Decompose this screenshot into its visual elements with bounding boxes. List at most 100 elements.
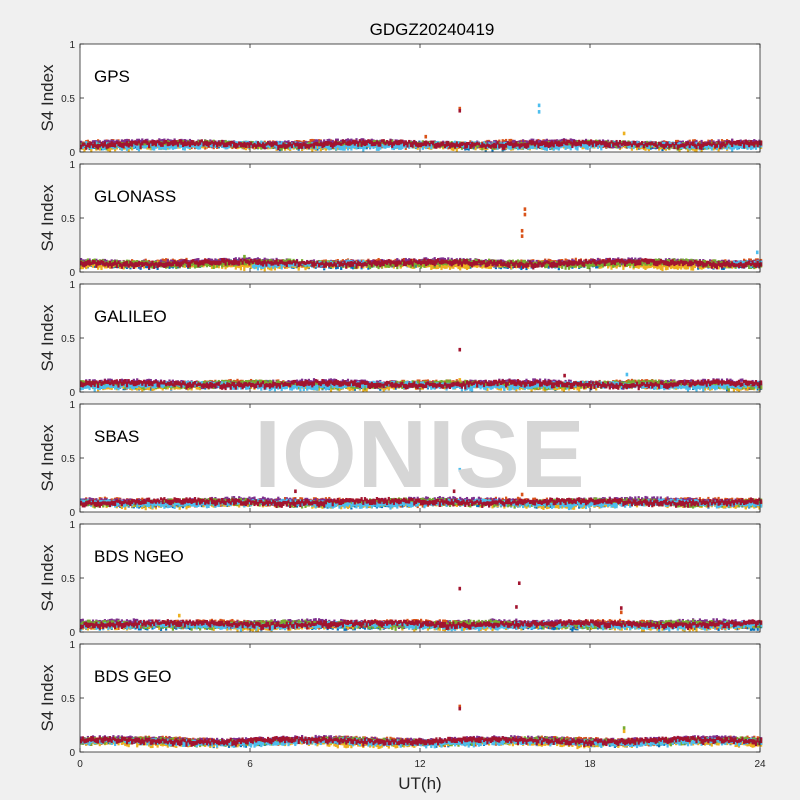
data-point <box>234 142 237 149</box>
data-point <box>386 140 389 144</box>
data-point <box>367 143 370 147</box>
data-point <box>91 264 95 268</box>
data-point <box>197 144 200 150</box>
data-point <box>445 263 448 269</box>
data-point <box>112 262 115 266</box>
data-point <box>98 261 101 266</box>
data-point <box>668 140 671 147</box>
data-point <box>443 143 446 149</box>
data-point <box>166 259 169 265</box>
data-point <box>214 142 217 149</box>
data-point <box>161 262 164 268</box>
data-point <box>639 257 642 262</box>
data-point <box>651 262 654 268</box>
data-point <box>394 140 397 145</box>
data-point <box>380 143 384 147</box>
data-point <box>284 143 287 150</box>
data-point <box>712 141 715 146</box>
data-point <box>498 143 501 149</box>
data-point <box>680 263 683 270</box>
data-point <box>207 141 210 148</box>
data-point <box>353 143 356 149</box>
data-point <box>544 262 547 269</box>
data-point <box>408 139 411 144</box>
data-point <box>515 141 518 147</box>
data-point <box>545 138 548 143</box>
data-point <box>80 144 83 150</box>
data-point <box>205 263 208 268</box>
data-point <box>702 145 705 151</box>
data-point <box>100 264 103 271</box>
data-point <box>703 259 707 265</box>
data-point <box>338 144 341 151</box>
data-point <box>564 258 567 262</box>
data-point <box>714 143 717 149</box>
data-point <box>588 141 591 147</box>
data-point <box>513 139 516 145</box>
data-point <box>248 142 251 148</box>
data-point <box>459 264 462 271</box>
data-point <box>678 144 681 148</box>
data-point <box>175 145 178 149</box>
data-point <box>556 141 559 147</box>
data-point <box>557 263 560 269</box>
data-point <box>103 141 106 147</box>
data-point <box>430 264 433 271</box>
data-point <box>159 262 163 267</box>
data-point <box>183 144 186 151</box>
data-point <box>447 141 450 147</box>
data-point <box>659 262 662 267</box>
data-point <box>171 261 174 267</box>
data-point <box>652 265 656 269</box>
data-point <box>341 143 344 147</box>
data-point <box>600 144 603 151</box>
data-point <box>90 143 93 150</box>
data-point <box>338 142 341 146</box>
data-point <box>484 144 487 149</box>
data-point <box>273 141 276 146</box>
data-point <box>195 145 198 150</box>
data-point <box>675 139 678 144</box>
data-point <box>91 143 95 148</box>
data-point <box>610 140 613 144</box>
data-point <box>557 145 560 151</box>
data-point <box>712 146 715 151</box>
data-point <box>190 259 193 264</box>
data-point <box>686 265 690 270</box>
data-point <box>80 140 83 145</box>
data-point <box>717 141 720 145</box>
data-point <box>625 141 628 146</box>
data-point <box>420 262 423 269</box>
data-point <box>692 139 695 144</box>
data-point <box>550 140 554 147</box>
data-point <box>586 141 589 145</box>
data-point <box>591 141 594 147</box>
data-point <box>601 143 605 148</box>
data-point <box>188 138 191 145</box>
data-point <box>525 140 528 144</box>
data-point <box>544 144 547 151</box>
data-point <box>658 141 661 146</box>
data-point <box>141 138 144 144</box>
data-point <box>333 141 336 147</box>
data-point <box>700 139 703 145</box>
data-point <box>646 140 649 145</box>
data-point <box>598 142 601 147</box>
data-point <box>292 263 295 267</box>
data-point <box>110 141 113 147</box>
data-point <box>112 140 115 144</box>
data-point <box>183 140 186 147</box>
data-point <box>435 142 438 149</box>
data-point <box>499 143 503 148</box>
data-point <box>103 258 106 263</box>
data-point <box>149 140 152 144</box>
data-point <box>328 145 331 151</box>
data-point <box>250 141 253 146</box>
data-point <box>629 261 632 266</box>
data-point <box>620 142 623 147</box>
data-point <box>567 140 571 147</box>
data-point <box>221 262 224 268</box>
data-point <box>510 264 513 270</box>
data-point <box>734 140 737 146</box>
data-point <box>675 141 678 146</box>
